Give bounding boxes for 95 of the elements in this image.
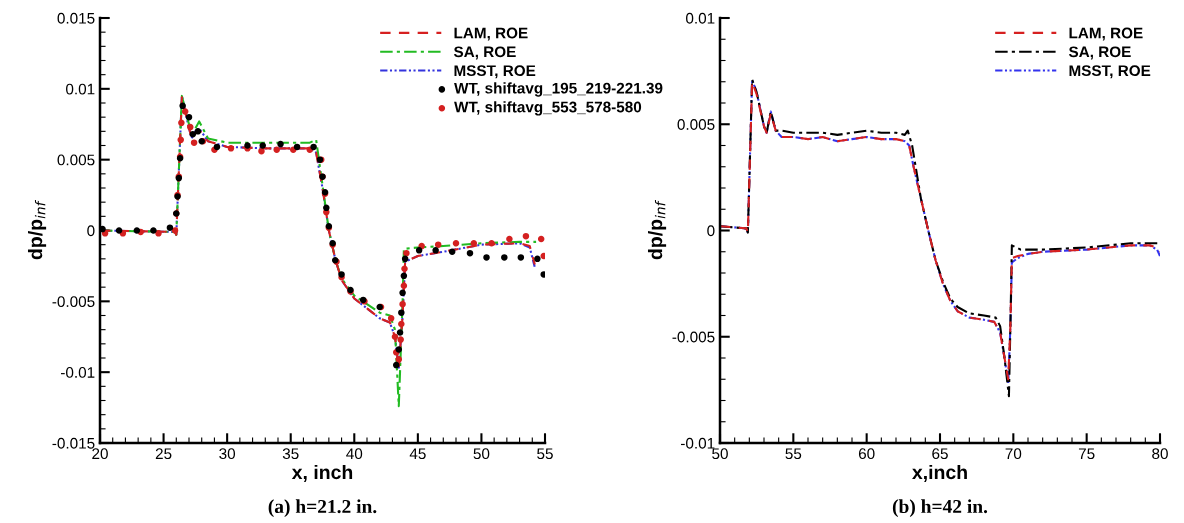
point	[277, 140, 284, 148]
x-tick-label: 45	[409, 448, 426, 460]
point	[399, 289, 406, 297]
point	[483, 254, 490, 261]
y-tick-label: 0.015	[57, 12, 95, 24]
point	[399, 300, 406, 308]
point	[259, 142, 266, 149]
point	[522, 232, 530, 240]
point	[194, 128, 202, 135]
legend-label: WT, shiftavg_195_219-221.39	[454, 82, 663, 97]
x-tick-label: 35	[282, 448, 299, 460]
point	[227, 145, 235, 152]
x-axis-title: x, inch	[291, 464, 353, 482]
y-tick-label: 0.005	[57, 154, 95, 166]
point	[185, 113, 193, 121]
point	[310, 143, 317, 151]
point	[181, 108, 189, 115]
point	[133, 227, 141, 234]
point	[166, 224, 174, 231]
point	[178, 119, 185, 127]
point	[387, 315, 395, 322]
x-axis-title: x,inch	[912, 464, 967, 482]
x-tick-label: 70	[1005, 448, 1022, 460]
point	[501, 254, 508, 261]
point	[517, 254, 525, 261]
point	[396, 329, 404, 336]
point	[401, 265, 408, 273]
point	[488, 239, 495, 247]
x-tick-label: 75	[1078, 448, 1095, 460]
point	[432, 247, 439, 254]
x-tick-label: 55	[785, 448, 802, 460]
legend-label: LAM, ROE	[454, 27, 528, 41]
x-tick-label: 30	[219, 448, 236, 460]
point	[434, 241, 442, 248]
y-tick-label: 0.005	[677, 119, 715, 130]
y-axis-title: dp/p$_{inf}$	[27, 199, 47, 260]
x-tick-label: 40	[346, 448, 363, 460]
point	[448, 248, 456, 256]
point	[293, 143, 301, 151]
point	[115, 227, 123, 234]
point	[155, 230, 162, 237]
point	[401, 255, 409, 263]
point	[452, 239, 460, 247]
point	[397, 336, 404, 343]
point	[190, 139, 198, 146]
legend-label: LAM, ROE	[1069, 27, 1143, 41]
text: (b) h=42 in.	[892, 499, 988, 517]
point	[100, 225, 106, 233]
point	[171, 227, 179, 234]
y-tick-label: 0	[707, 225, 715, 237]
point	[537, 235, 545, 243]
point	[403, 249, 410, 257]
point	[391, 333, 399, 341]
y-tick-label: -0.01	[61, 367, 95, 378]
point	[189, 130, 197, 138]
y-tick-label: -0.005	[52, 296, 95, 308]
x-tick-label: 80	[1152, 448, 1168, 460]
point	[258, 147, 265, 155]
point	[179, 102, 186, 110]
x-tick-label: 25	[155, 448, 172, 460]
y-tick-label: -0.015	[52, 437, 95, 449]
point	[470, 239, 478, 247]
y-axis-title: dp/p$_{inf}$	[647, 199, 667, 260]
point	[150, 227, 157, 234]
point	[187, 123, 194, 131]
y-tick-label: 0	[87, 225, 95, 237]
point	[534, 255, 541, 263]
point	[177, 136, 184, 144]
point	[415, 247, 423, 254]
point	[323, 204, 330, 212]
legend-label: WT, shiftavg_553_578-580	[454, 101, 642, 116]
y-tick-label: -0.005	[672, 331, 715, 343]
point	[400, 272, 408, 280]
y-tick-label: 0.01	[66, 83, 95, 95]
legend-label: MSST, ROE	[454, 65, 536, 79]
text: (a) h=21.2 in.	[268, 499, 377, 517]
x-tick-label: 55	[537, 448, 553, 460]
x-tick-label: 60	[858, 448, 875, 460]
point	[395, 356, 403, 363]
point	[273, 146, 280, 154]
point	[466, 249, 474, 257]
point	[400, 282, 408, 290]
y-tick-label: -0.01	[681, 437, 715, 449]
legend-label: MSST, ROE	[1069, 65, 1151, 79]
x-tick-label: 50	[473, 448, 490, 460]
x-tick-label: 65	[932, 448, 948, 460]
point	[398, 320, 405, 328]
legend-label: SA, ROE	[1068, 46, 1131, 60]
y-tick-label: 0.01	[686, 12, 715, 24]
x-tick-label: 50	[712, 448, 728, 460]
point	[398, 309, 405, 316]
point	[392, 361, 400, 369]
x-tick-label: 20	[92, 448, 108, 460]
legend-label: SA, ROE	[453, 46, 516, 60]
point	[506, 235, 513, 243]
